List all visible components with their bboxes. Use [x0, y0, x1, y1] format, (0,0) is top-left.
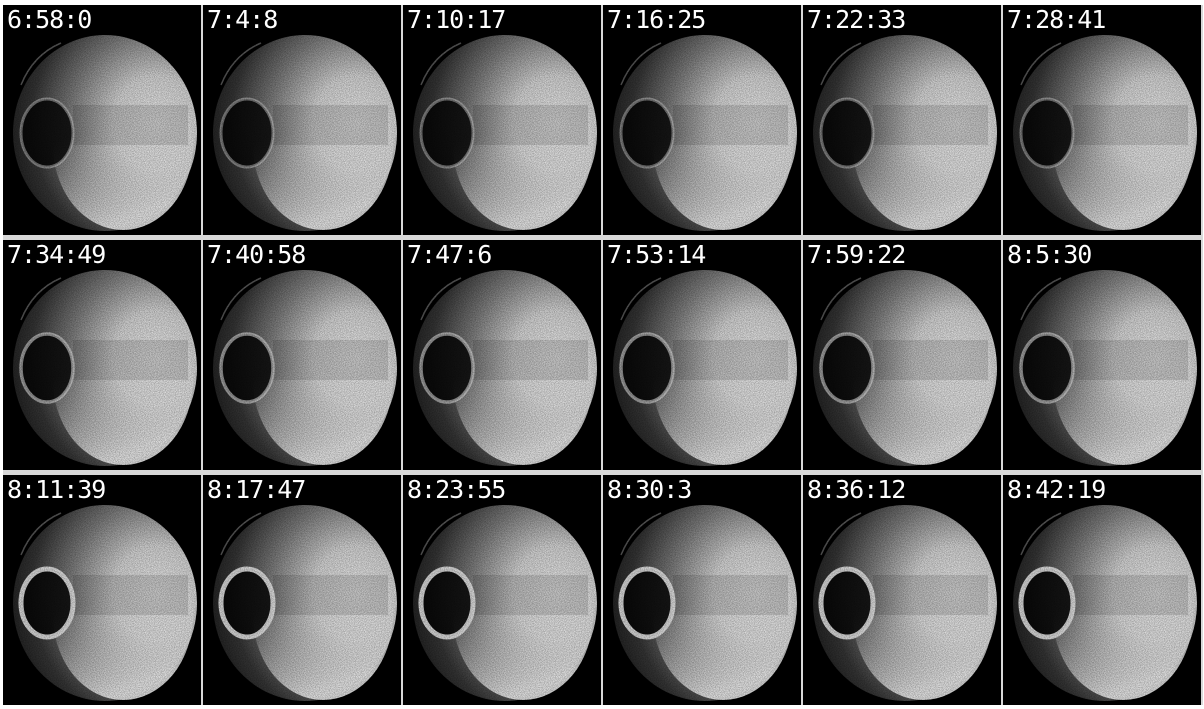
- image-frame: 8:5:30: [1003, 240, 1201, 470]
- timestamp-label: 7:28:41: [1007, 5, 1106, 34]
- timestamp-label: 8:42:19: [1007, 475, 1106, 504]
- timestamp-label: 8:23:55: [407, 475, 506, 504]
- image-frame: 7:53:14: [603, 240, 801, 470]
- image-frame: 7:16:25: [603, 5, 801, 235]
- planet-disk-image: [803, 5, 1001, 235]
- timestamp-label: 8:11:39: [7, 475, 106, 504]
- image-frame: 7:28:41: [1003, 5, 1201, 235]
- timestamp-label: 7:59:22: [807, 240, 906, 269]
- planet-disk-image: [3, 240, 201, 470]
- planet-disk-image: [1003, 5, 1201, 235]
- image-frame: 8:30:3: [603, 475, 801, 705]
- image-frame: 7:34:49: [3, 240, 201, 470]
- image-frame: 7:22:33: [803, 5, 1001, 235]
- timestamp-label: 7:10:17: [407, 5, 506, 34]
- planet-disk-image: [403, 475, 601, 705]
- timestamp-label: 7:16:25: [607, 5, 706, 34]
- timestamp-label: 7:34:49: [7, 240, 106, 269]
- image-frame: 6:58:0: [3, 5, 201, 235]
- planet-disk-image: [203, 5, 401, 235]
- planet-disk-image: [3, 5, 201, 235]
- image-frame: 7:47:6: [403, 240, 601, 470]
- timestamp-label: 7:22:33: [807, 5, 906, 34]
- timestamp-label: 7:47:6: [407, 240, 492, 269]
- timestamp-label: 8:36:12: [807, 475, 906, 504]
- image-frame: 8:23:55: [403, 475, 601, 705]
- planet-disk-image: [603, 5, 801, 235]
- image-frame: 7:59:22: [803, 240, 1001, 470]
- planet-disk-image: [203, 240, 401, 470]
- timestamp-label: 7:4:8: [207, 5, 278, 34]
- image-frame: 7:40:58: [203, 240, 401, 470]
- planet-disk-image: [1003, 475, 1201, 705]
- planet-disk-image: [803, 475, 1001, 705]
- planet-disk-image: [603, 475, 801, 705]
- planet-disk-image: [1003, 240, 1201, 470]
- image-frame: 7:4:8: [203, 5, 401, 235]
- planet-disk-image: [403, 240, 601, 470]
- image-frame: 8:42:19: [1003, 475, 1201, 705]
- image-mosaic: 6:58:0 7:4:8 7:10:17 7:16:25 7:22:33 7:28:41 7…: [3, 5, 1203, 705]
- planet-disk-image: [603, 240, 801, 470]
- image-frame: 8:17:47: [203, 475, 401, 705]
- timestamp-label: 8:5:30: [1007, 240, 1092, 269]
- image-frame: 7:10:17: [403, 5, 601, 235]
- timestamp-label: 7:53:14: [607, 240, 706, 269]
- image-frame: 8:36:12: [803, 475, 1001, 705]
- planet-disk-image: [203, 475, 401, 705]
- planet-disk-image: [3, 475, 201, 705]
- planet-disk-image: [803, 240, 1001, 470]
- timestamp-label: 6:58:0: [7, 5, 92, 34]
- planet-disk-image: [403, 5, 601, 235]
- timestamp-label: 8:17:47: [207, 475, 306, 504]
- timestamp-label: 8:30:3: [607, 475, 692, 504]
- timestamp-label: 7:40:58: [207, 240, 306, 269]
- image-frame: 8:11:39: [3, 475, 201, 705]
